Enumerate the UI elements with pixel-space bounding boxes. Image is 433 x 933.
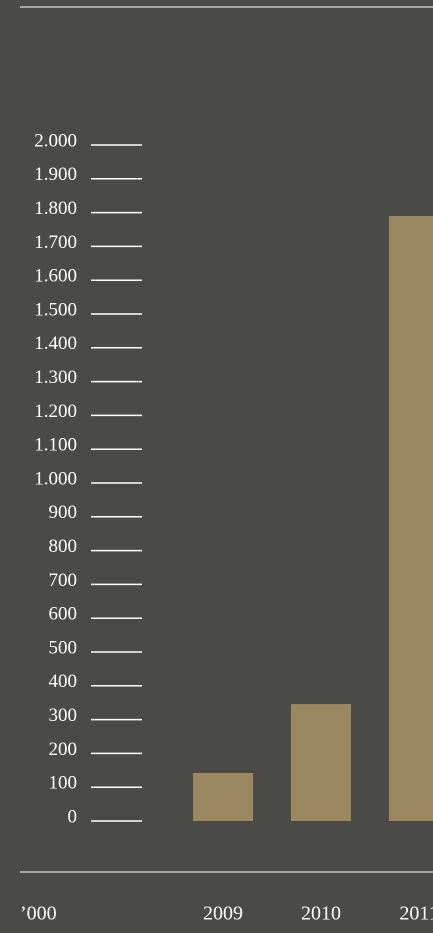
x-tick-label: 2010 (301, 903, 341, 925)
y-tick-label: 800 (49, 536, 78, 557)
y-tick-label: 1.400 (34, 333, 77, 354)
y-tick-label: 1.700 (34, 232, 77, 253)
y-tick-label: 600 (49, 604, 78, 625)
y-tick-label: 300 (49, 705, 78, 726)
y-tick-label: 900 (49, 502, 78, 523)
y-tick-label: 1.900 (34, 164, 77, 185)
y-tick-label: 1.300 (34, 367, 77, 388)
y-tick-label: 500 (49, 637, 78, 658)
y-tick-label: 1.600 (34, 266, 77, 287)
y-tick-label: 100 (49, 773, 78, 794)
bar (291, 704, 351, 821)
y-tick-label: 400 (49, 671, 78, 692)
bar (193, 773, 253, 821)
y-tick-label: 1.200 (34, 401, 77, 422)
x-tick-label: 2011 (399, 903, 433, 925)
y-tick-label: 700 (49, 570, 78, 591)
unit-label: ’000 (20, 903, 57, 925)
bar (389, 215, 433, 822)
x-tick-label: 2009 (203, 903, 243, 925)
y-tick-label: 1.500 (34, 299, 77, 320)
y-tick-label: 200 (49, 739, 78, 760)
y-tick-label: 2.000 (34, 130, 77, 151)
y-tick-label: 1.000 (34, 468, 77, 489)
y-tick-label: 0 (68, 806, 78, 827)
y-tick-label: 1.800 (34, 198, 77, 219)
y-tick-label: 1.100 (34, 435, 77, 456)
